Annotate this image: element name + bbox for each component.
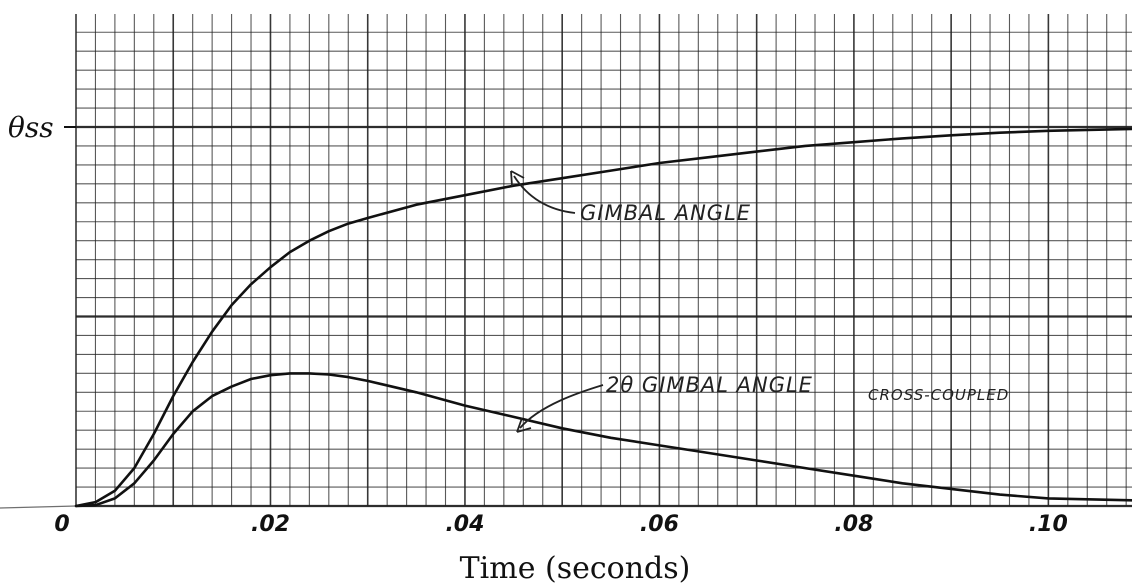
annotation-arrowhead-1 — [510, 170, 525, 187]
annotation-gimbal-angle: GIMBAL ANGLE — [580, 201, 751, 225]
annotation-cross-coupled-subscript: CROSS-COUPLED — [868, 386, 1009, 404]
x-tick-label: .02 — [251, 512, 290, 537]
tick-labels: 0 .02 .04 .06 .08 .10 θss — [8, 111, 1068, 537]
minor-gridlines — [76, 14, 1132, 506]
x-tick-label: .06 — [640, 512, 679, 537]
x-tick-label: .08 — [834, 512, 873, 537]
series-line-1 — [74, 127, 1132, 508]
y-tick-label: θss — [8, 111, 54, 144]
x-tick-label: .04 — [445, 512, 484, 537]
series-lines — [74, 127, 1132, 508]
annotation-cross-coupled: 2θ GIMBAL ANGLE — [606, 373, 813, 397]
x-axis-title: Time (seconds) — [460, 551, 691, 586]
major-gridlines — [75, 14, 1132, 508]
x-tick-label: .10 — [1029, 512, 1068, 537]
annotation-arrowhead-2 — [516, 417, 532, 433]
axes — [0, 126, 77, 509]
series-line-2 — [74, 372, 1132, 508]
annotation-arrow-2 — [519, 384, 604, 429]
annotation-arrow-1 — [513, 175, 576, 214]
annotations: GIMBAL ANGLE 2θ GIMBAL ANGLE CROSS-COUPLED — [510, 170, 1009, 433]
x-tick-label: 0 — [54, 512, 69, 537]
baseline-stub — [0, 505, 77, 509]
